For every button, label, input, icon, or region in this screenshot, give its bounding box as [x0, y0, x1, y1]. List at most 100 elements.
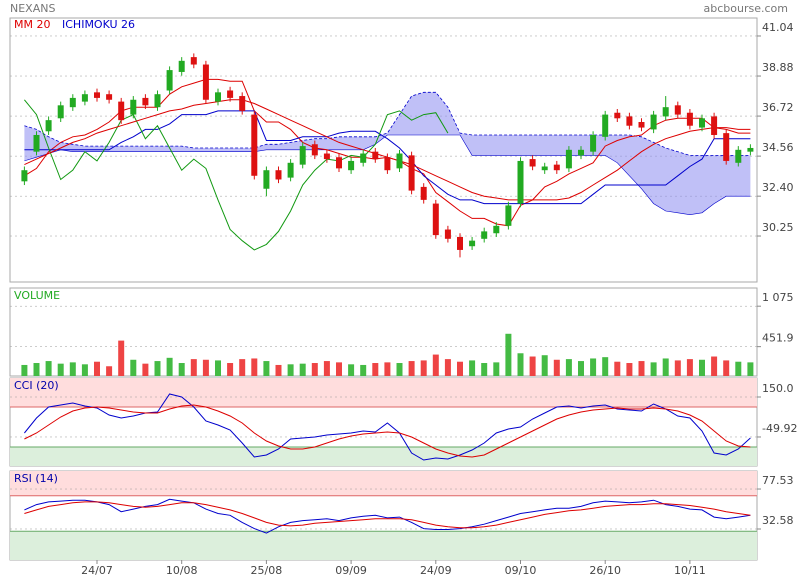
volume-bar	[348, 364, 355, 376]
y-tick-label: 41.04	[762, 21, 794, 34]
candle-body	[275, 170, 282, 180]
line	[24, 404, 751, 458]
volume-bar	[154, 361, 161, 376]
volume-bar	[142, 363, 149, 376]
candle-body	[166, 70, 173, 91]
volume-bar	[626, 363, 633, 376]
volume-bar	[336, 362, 342, 376]
candle-body	[699, 118, 705, 128]
y-tick-label: 1 075	[762, 291, 794, 304]
volume-bar	[578, 361, 584, 376]
line	[24, 134, 751, 216]
x-tick-label: 10/08	[166, 564, 198, 577]
volume-bar	[360, 364, 367, 376]
x-tick-label: 09/09	[335, 564, 367, 577]
candle-body	[469, 240, 476, 247]
y-tick-label: 32.40	[762, 181, 794, 194]
volume-bar	[723, 360, 730, 376]
candle-body	[408, 155, 415, 191]
candle-body	[457, 236, 463, 250]
y-tick-label: 32.58	[762, 514, 794, 527]
candle-body	[336, 157, 342, 169]
volume-bar	[529, 356, 536, 376]
panel-title: VOLUME	[14, 289, 60, 302]
candle-body	[493, 225, 500, 234]
volume-bar	[311, 363, 318, 376]
candle-body	[311, 144, 318, 156]
volume-bar	[57, 363, 64, 376]
ichimoku-cloud	[24, 92, 751, 215]
candle-body	[178, 60, 185, 72]
volume-bar	[662, 358, 669, 376]
candle-body	[432, 203, 439, 236]
candle-body	[190, 57, 197, 65]
candle-body	[565, 149, 572, 169]
volume-bar	[202, 359, 209, 376]
overbought-zone	[10, 378, 757, 407]
candle-body	[384, 157, 391, 171]
volume-bar	[408, 361, 415, 376]
volume-bar	[45, 361, 52, 376]
volume-bar	[481, 363, 488, 376]
volume-bar	[178, 363, 185, 376]
oversold-zone	[10, 447, 757, 466]
y-tick-label: 36.72	[762, 101, 794, 114]
candle-body	[372, 151, 379, 160]
volume-bar	[602, 357, 609, 376]
candle-body	[590, 134, 597, 152]
candle-body	[299, 146, 306, 165]
candle-body	[723, 133, 730, 161]
candle-body	[154, 94, 161, 108]
legend-entry: ICHIMOKU 26	[62, 18, 135, 31]
candle-body	[638, 122, 645, 128]
stock-name: NEXANS	[10, 2, 55, 15]
volume-bar	[432, 354, 439, 376]
candle-body	[553, 164, 560, 171]
y-tick-label: 150.0	[762, 382, 794, 395]
oversold-zone	[10, 531, 757, 560]
x-tick-label: 24/09	[420, 564, 452, 577]
volume-bar	[553, 359, 560, 376]
candle-body	[481, 231, 488, 239]
line	[24, 110, 751, 205]
x-tick-label: 24/07	[81, 564, 113, 577]
candle-body	[118, 101, 125, 121]
volume-bar	[227, 363, 234, 376]
volume-bar	[420, 360, 427, 376]
volume-bar	[493, 362, 500, 376]
candle-body	[81, 94, 88, 102]
candle-body	[444, 229, 451, 239]
candle-body	[323, 153, 330, 160]
volume-bar	[650, 362, 657, 376]
volume-bar	[614, 361, 621, 376]
candle-body	[227, 90, 234, 98]
line	[24, 498, 751, 534]
volume-bar	[94, 361, 100, 376]
volume-bar	[674, 360, 681, 376]
candle-body	[517, 160, 524, 204]
candle-body	[735, 149, 742, 163]
candle-body	[505, 205, 512, 226]
panel-title: RSI (14)	[14, 472, 58, 485]
volume-bar	[106, 366, 113, 376]
x-tick-label: 10/11	[674, 564, 706, 577]
y-tick-label: 30.25	[762, 221, 794, 234]
volume-bar	[396, 363, 403, 376]
candle-body	[348, 160, 355, 171]
volume-bar	[638, 361, 645, 376]
candle-body	[287, 162, 294, 178]
volume-bar	[541, 355, 548, 376]
line	[24, 501, 751, 529]
volume-bar	[590, 358, 597, 376]
volume-bar	[565, 359, 572, 376]
volume-bar	[469, 360, 476, 376]
candle-body	[202, 64, 209, 100]
volume-bar	[505, 333, 512, 376]
overbought-zone	[10, 471, 757, 496]
volume-bar	[166, 357, 173, 376]
y-tick-label: 34.56	[762, 141, 794, 154]
candle-body	[360, 153, 367, 163]
candle-body	[239, 96, 246, 111]
volume-bar	[517, 353, 524, 376]
source: abcbourse.com	[704, 2, 788, 15]
